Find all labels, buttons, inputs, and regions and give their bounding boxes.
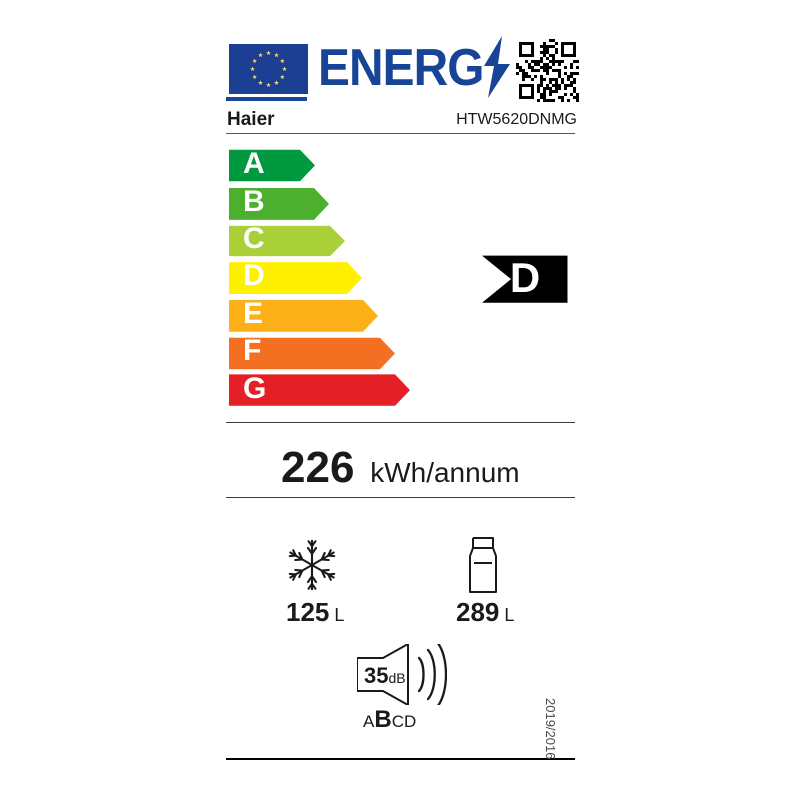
svg-text:G: G: [243, 372, 266, 405]
svg-text:D: D: [243, 259, 265, 292]
svg-text:35dB: 35dB: [364, 663, 406, 688]
svg-text:D: D: [510, 254, 540, 301]
svg-text:A: A: [243, 147, 265, 180]
svg-text:F: F: [243, 334, 261, 367]
svg-text:C: C: [243, 222, 265, 255]
svg-text:E: E: [243, 297, 263, 330]
svg-text:B: B: [243, 185, 265, 218]
